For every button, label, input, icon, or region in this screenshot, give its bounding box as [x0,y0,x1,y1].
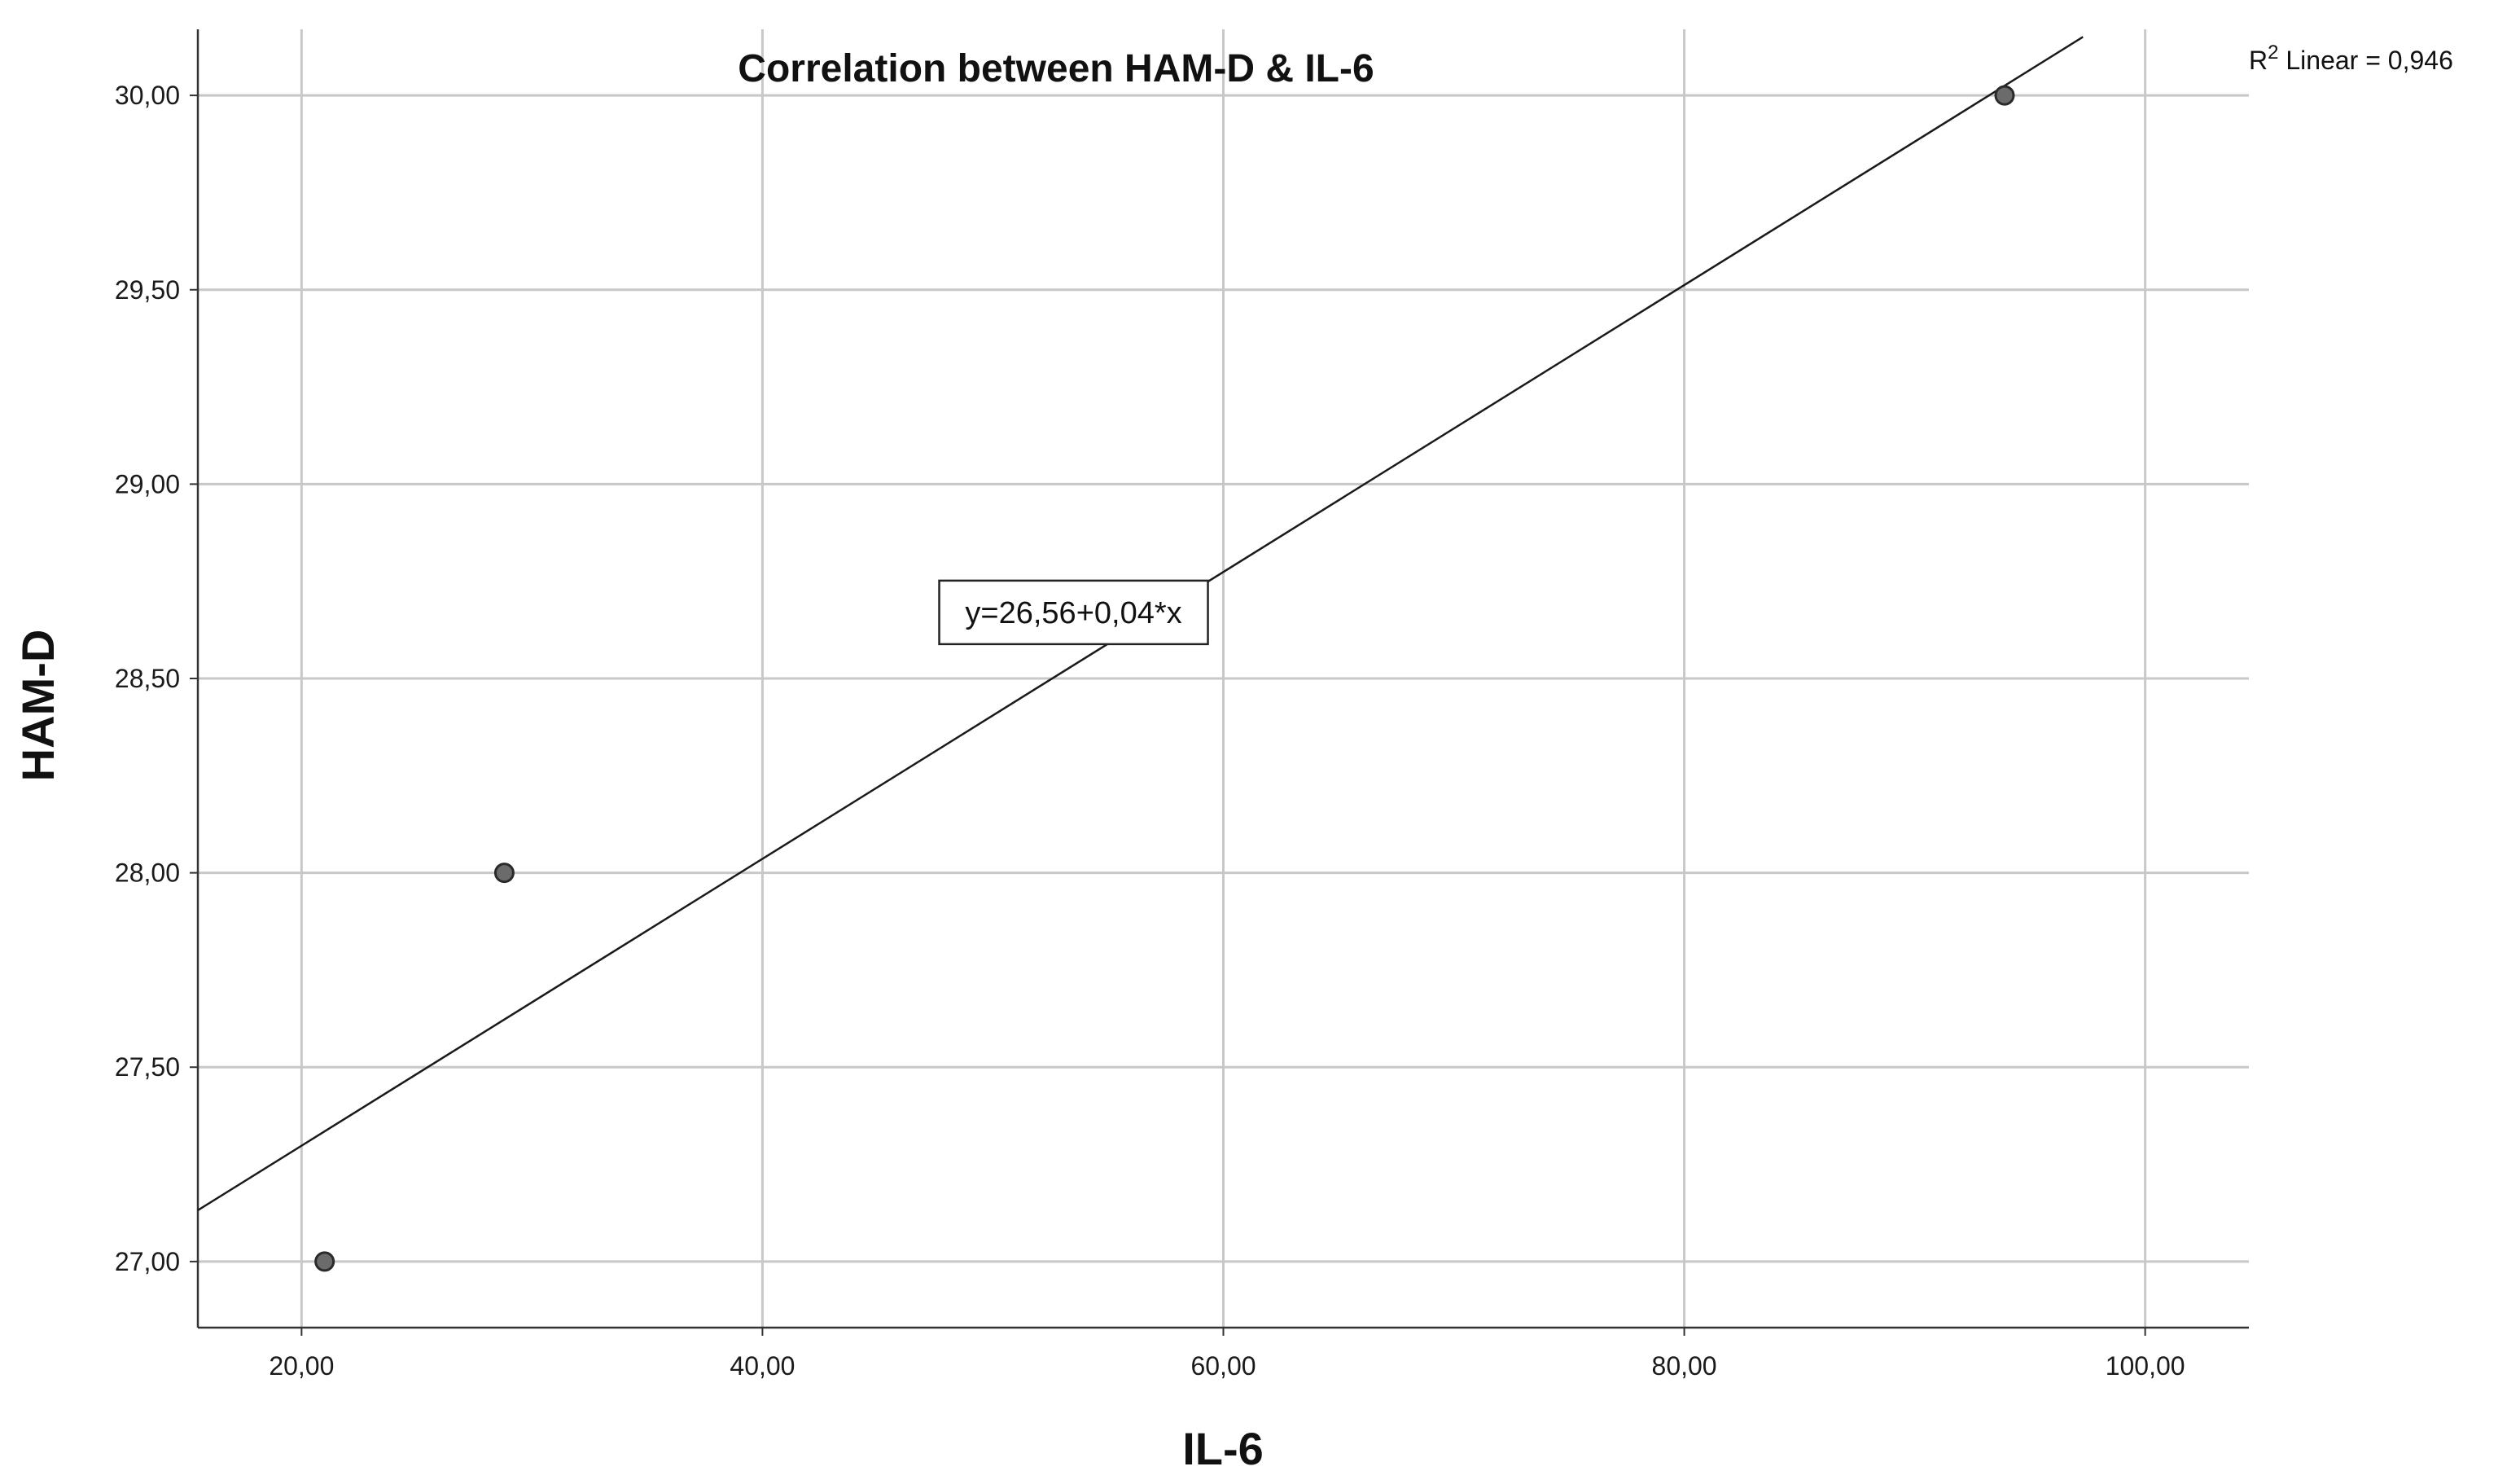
r2-prefix: R [2249,46,2268,75]
x-tick-label: 60,00 [1190,1351,1256,1381]
data-point [314,1251,335,1272]
fit-equation-group: y=26,56+0,04*x [938,579,1209,646]
r2-text: Linear = 0,946 [2278,46,2452,75]
x-tick-label: 20,00 [269,1351,334,1381]
x-tick-labels: 20,00 40,00 60,00 80,00 100,00 [269,1328,2185,1381]
x-tick-label: 100,00 [2106,1351,2185,1381]
fit-equation-box [938,579,1209,646]
r2-linear-label: R2 Linear = 0,946 [2249,42,2453,75]
x-axis-title: IL-6 [1182,1423,1264,1474]
data-point [493,863,515,884]
x-tick-label: 40,00 [730,1351,795,1381]
data-point [1994,85,2015,106]
grid-lines [198,29,2249,1328]
y-tick-label: 30,00 [115,81,180,110]
y-tick-label: 27,00 [115,1247,180,1276]
r2-superscript: 2 [2268,42,2278,64]
data-points [314,85,2015,1272]
y-tick-label: 29,50 [115,275,180,305]
fit-equation-label: y=26,56+0,04*x [965,596,1181,630]
x-tick-label: 80,00 [1652,1351,1717,1381]
y-tick-label: 29,00 [115,469,180,498]
y-tick-labels: 27,00 27,50 28,00 28,50 29,00 29,50 30,00 [115,81,198,1276]
chart-title: Correlation between HAM-D & IL-6 [738,47,1374,90]
y-tick-label: 27,50 [115,1052,180,1082]
y-axis-title: HAM-D [12,630,64,782]
y-tick-label: 28,50 [115,664,180,693]
y-tick-label: 28,00 [115,858,180,888]
